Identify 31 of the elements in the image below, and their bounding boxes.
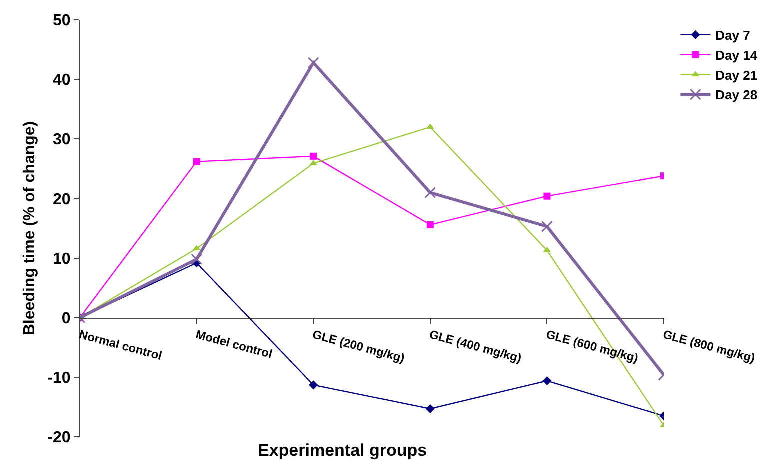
y-tick-label: 10 [53, 250, 71, 268]
x-tick-label: GLE (400 mg/kg) [428, 327, 524, 366]
point [424, 187, 436, 199]
y-axis-title: Bleeding time (% of change) [22, 121, 39, 336]
x-tick-label: Model control [194, 327, 274, 362]
legend-label: Day 7 [716, 28, 750, 44]
y-tick-label: 0 [62, 310, 71, 328]
point [426, 404, 435, 414]
x-axis-title: Experimental groups [258, 441, 428, 460]
point [193, 158, 200, 166]
point [310, 152, 318, 160]
x-tick-label: Normal control [78, 327, 164, 364]
y-tick-label: 50 [53, 12, 71, 30]
point [191, 254, 203, 266]
point [544, 192, 551, 200]
y-tick-label: 20 [53, 191, 71, 208]
y-tick-label: -10 [48, 370, 71, 388]
x-tick-label: GLE (200 mg/kg) [311, 327, 406, 366]
x-tick-label: GLE (800 mg/kg) [662, 327, 757, 366]
legend-label: Day 21 [716, 68, 758, 83]
point [308, 57, 320, 69]
y-tick-label: 40 [53, 72, 71, 90]
legend-label: Day 28 [716, 88, 758, 103]
point [426, 221, 434, 228]
x-tick-label: GLE (600 mg/kg) [544, 327, 640, 366]
legend-label: Day 14 [716, 48, 758, 63]
point [542, 376, 552, 386]
y-tick-label: -20 [48, 430, 71, 447]
point [541, 220, 553, 232]
y-tick-label: 30 [53, 132, 71, 149]
point [309, 380, 318, 390]
